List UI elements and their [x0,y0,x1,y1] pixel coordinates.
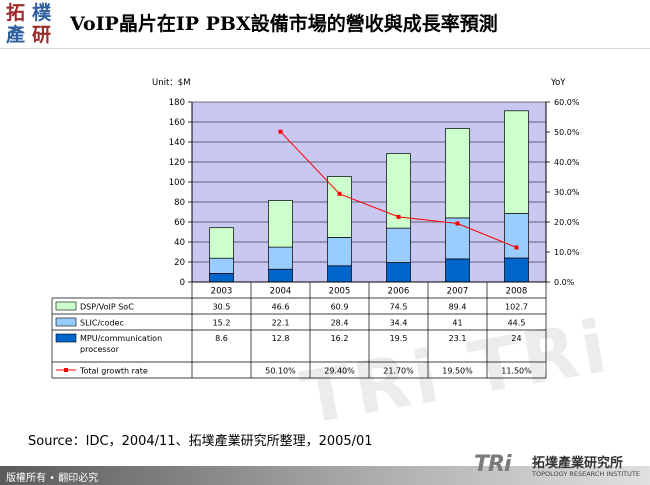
bar-segment [327,237,352,267]
bars [209,110,529,283]
table-cell: 11.50% [501,367,532,376]
y-tick-label-left: 80 [174,198,185,208]
brand-name-cn: 拓墣產業研究所 [532,456,624,471]
y-tick-label-left: 20 [174,258,185,268]
table-cell: 8.6 [215,334,228,343]
growth-point [337,191,342,196]
legend-swatch-marker [64,368,68,372]
table-cell: 29.40% [324,367,355,376]
page-title: VoIP晶片在IP PBX設備市場的營收與成長率預測 [70,13,498,35]
table-cell: 19.50% [442,367,473,376]
logo-char-1: 拓 [6,2,26,24]
bar-segment [268,268,293,283]
brand-logo-text: TRi [474,452,511,477]
table-cell: 41 [452,319,462,328]
bar-segment [327,176,352,238]
y-tick-label-left: 100 [169,178,185,188]
legend-swatch [55,333,77,343]
bar-segment [504,110,529,214]
table-cell: 23.1 [449,334,467,343]
bar-segment [445,258,470,283]
x-tick-label: 2005 [329,287,351,297]
source-note: Source：IDC，2004/11、拓墣產業研究所整理，2005/01 [28,434,373,449]
legend-label: SLIC/codec [80,319,124,328]
y-tick-label-left: 140 [169,138,185,148]
legend-label: MPU/communication [80,334,162,343]
footer-copyright: 版權所有 • 翻印必究 [6,473,99,484]
table-cell: 22.1 [272,319,290,328]
y-tick-label-left: 120 [169,158,185,168]
legend-swatch [55,301,77,311]
growth-point [396,214,401,219]
table-cell: 44.5 [508,319,526,328]
table-cell: 46.6 [272,303,290,312]
table-cell: 60.9 [331,303,349,312]
y-tick-label-right: 0.0% [554,278,575,287]
bar-segment [327,265,352,283]
bar-segment [445,128,470,219]
table-cell: 30.5 [213,303,231,312]
x-tick-label: 2004 [270,287,292,297]
x-tick-label: 2007 [447,287,469,297]
bar-segment [209,273,234,283]
table-cell: 24 [511,334,521,343]
y-tick-label-right: 40.0% [554,158,580,167]
logo: 拓 樸 產 研 [4,2,62,48]
table-cell: 102.7 [505,303,528,312]
table-cell: 21.70% [383,367,414,376]
y-tick-label-left: 180 [169,98,185,108]
growth-point [514,245,519,250]
footer-bar [0,466,650,485]
y-axis-right-label: YoY [550,78,566,88]
y-tick-label-left: 40 [174,238,185,248]
y-tick-label-left: 160 [169,118,185,128]
y-tick-label-right: 30.0% [554,188,580,197]
table-cell: 74.5 [390,303,408,312]
logo-char-2: 樸 [32,2,52,24]
legend-label: processor [80,345,120,354]
y-tick-label-right: 50.0% [554,128,580,137]
grid-lines [192,101,546,263]
brand-name-en: TOPOLOGY RESEARCH INSTITUTE [532,470,640,478]
growth-point [455,221,460,226]
title-divider [0,48,650,49]
legend-label: Total growth rate [79,367,148,376]
y-tick-label-right: 20.0% [554,218,580,227]
growth-line [278,129,519,250]
table-cell: 50.10% [265,367,296,376]
legend-swatch [55,317,77,327]
x-tick-label: 2003 [211,287,233,297]
table-cell: 28.4 [331,319,349,328]
y-tick-label-right: 10.0% [554,248,580,257]
logo-char-3: 產 [6,24,26,46]
bar-segment [504,257,529,283]
table-cell: 89.4 [449,303,467,312]
table-cell: 12.8 [272,334,290,343]
y-tick-label-left: 0 [180,278,185,288]
legend-label: DSP/VoIP SoC [80,303,134,312]
chart: 0 20 40 60 80 100 120 140 160 180 0.0% 10.0% 20.0% 30… [51,78,580,379]
table-cell: 34.4 [390,319,408,328]
bar-segment [209,227,234,259]
logo-char-4: 研 [32,24,52,46]
bar-segment [386,262,411,283]
growth-point [278,129,283,134]
y-tick-label-right: 60.0% [554,98,580,107]
y-axis-left-label: Unit：$M [152,78,191,88]
table-cell: 15.2 [213,319,231,328]
plot-area [192,102,546,282]
x-tick-label: 2008 [506,287,528,297]
bar-segment [504,213,529,259]
bar-segment [209,257,234,274]
bar-segment [268,246,293,270]
y-tick-label-left: 60 [174,218,185,228]
table-cell: 16.2 [331,334,349,343]
x-tick-label: 2006 [388,287,410,297]
data-table: 2003 2004 2005 2006 2007 2008 DSP/VoIP SoC SLIC… [51,281,547,379]
table-cell: 19.5 [390,334,408,343]
bar-segment [386,227,411,263]
bar-segment [268,200,293,248]
